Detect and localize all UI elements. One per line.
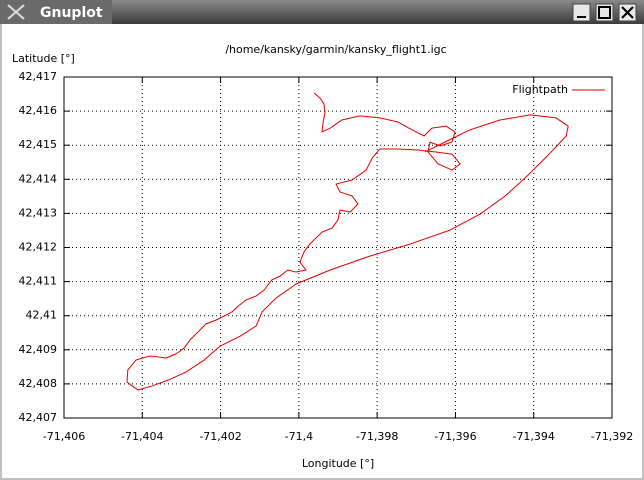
x-tick-label: -71,398 xyxy=(356,430,398,443)
y-tick-label: 42,409 xyxy=(19,343,58,356)
plot-frame xyxy=(63,76,613,419)
x-axis-label: Longitude [°] xyxy=(302,457,374,470)
close-button[interactable] xyxy=(618,3,637,22)
y-tick-label: 42,412 xyxy=(19,241,58,254)
y-tick-label: 42,415 xyxy=(19,138,58,151)
x-tick-label: -71,406 xyxy=(43,430,85,443)
y-axis-label: Latitude [°] xyxy=(12,52,75,65)
window-title: Gnuplot xyxy=(40,5,103,21)
y-tick-label: 42,411 xyxy=(19,275,58,288)
y-tick-label: 42,407 xyxy=(19,411,58,424)
minimize-button[interactable] xyxy=(572,3,591,22)
chart-title: /home/kansky/garmin/kansky_flight1.igc xyxy=(225,43,446,56)
window-icon[interactable] xyxy=(7,4,25,20)
flight-line xyxy=(126,92,569,391)
x-tick-label: -71,394 xyxy=(512,430,554,443)
y-tick-label: 42,41 xyxy=(26,309,58,322)
y-tick-label: 42,417 xyxy=(19,70,58,83)
y-tick-label: 42,408 xyxy=(19,377,58,390)
plot-canvas xyxy=(2,24,642,478)
y-tick-label: 42,414 xyxy=(19,172,58,185)
x-tick-label: -71,402 xyxy=(199,430,241,443)
x-tick-label: -71,392 xyxy=(591,430,633,443)
x-tick-label: -71,396 xyxy=(434,430,476,443)
title-tab xyxy=(0,0,112,24)
maximize-button[interactable] xyxy=(595,3,614,22)
x-tick-label: -71,404 xyxy=(121,430,163,443)
y-tick-label: 42,413 xyxy=(19,206,58,219)
legend-label: Flightpath xyxy=(512,83,568,96)
x-tick-label: -71,4 xyxy=(285,430,313,443)
y-tick-label: 42,416 xyxy=(19,104,58,117)
